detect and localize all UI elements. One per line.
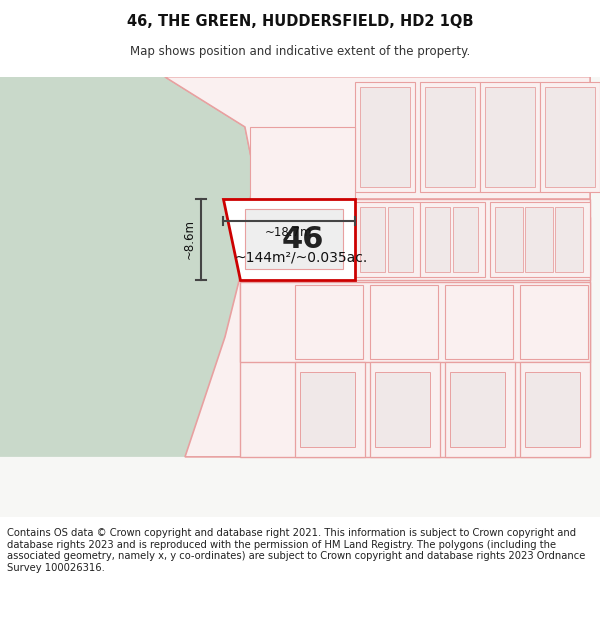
- Polygon shape: [250, 127, 355, 199]
- Polygon shape: [555, 207, 583, 272]
- Polygon shape: [453, 207, 478, 272]
- Polygon shape: [300, 372, 355, 447]
- Text: ~144m²/~0.035ac.: ~144m²/~0.035ac.: [235, 251, 368, 265]
- Polygon shape: [355, 82, 415, 192]
- Polygon shape: [240, 282, 590, 362]
- Polygon shape: [520, 362, 590, 457]
- Polygon shape: [485, 87, 535, 187]
- Polygon shape: [295, 362, 365, 457]
- Polygon shape: [360, 87, 410, 187]
- Text: Map shows position and indicative extent of the property.: Map shows position and indicative extent…: [130, 45, 470, 58]
- Polygon shape: [245, 209, 343, 269]
- Text: 46, THE GREEN, HUDDERSFIELD, HD2 1QB: 46, THE GREEN, HUDDERSFIELD, HD2 1QB: [127, 14, 473, 29]
- Polygon shape: [445, 285, 513, 359]
- Polygon shape: [425, 87, 475, 187]
- Text: ~18.7m: ~18.7m: [265, 226, 313, 239]
- Polygon shape: [420, 202, 485, 277]
- Polygon shape: [425, 207, 450, 272]
- Polygon shape: [545, 87, 595, 187]
- Polygon shape: [360, 207, 385, 272]
- Polygon shape: [240, 217, 590, 457]
- Polygon shape: [495, 207, 523, 272]
- Polygon shape: [420, 82, 480, 192]
- Text: 46: 46: [281, 225, 324, 254]
- Polygon shape: [445, 362, 515, 457]
- Text: Contains OS data © Crown copyright and database right 2021. This information is : Contains OS data © Crown copyright and d…: [7, 528, 586, 573]
- Polygon shape: [165, 77, 590, 199]
- Polygon shape: [295, 285, 363, 359]
- Polygon shape: [375, 372, 430, 447]
- Polygon shape: [540, 82, 600, 192]
- Polygon shape: [165, 77, 590, 457]
- Polygon shape: [370, 362, 440, 457]
- Polygon shape: [490, 202, 590, 277]
- Polygon shape: [223, 199, 590, 280]
- Polygon shape: [520, 285, 588, 359]
- Polygon shape: [480, 82, 540, 192]
- Polygon shape: [370, 285, 438, 359]
- Polygon shape: [525, 207, 553, 272]
- Polygon shape: [223, 199, 355, 280]
- Polygon shape: [355, 202, 420, 277]
- Polygon shape: [0, 77, 600, 517]
- Text: ~8.6m: ~8.6m: [182, 219, 196, 259]
- Polygon shape: [525, 372, 580, 447]
- Polygon shape: [388, 207, 413, 272]
- Polygon shape: [450, 372, 505, 447]
- Polygon shape: [0, 77, 255, 457]
